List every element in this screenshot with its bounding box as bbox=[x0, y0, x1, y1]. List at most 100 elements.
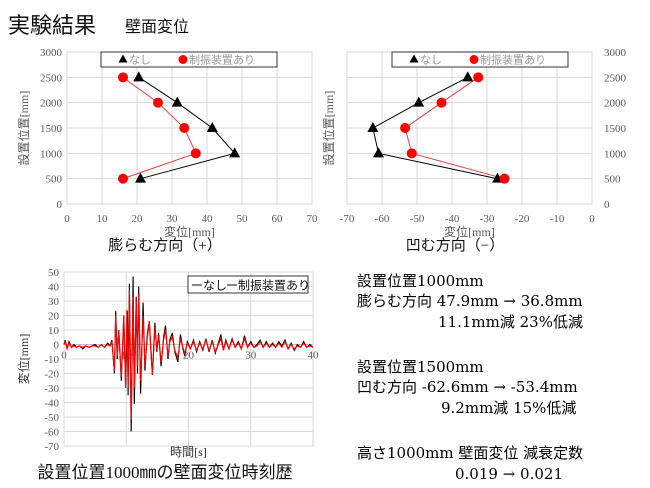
y-tick-label: 40 bbox=[48, 282, 60, 294]
chart-caption: 膨らむ方向（+） bbox=[108, 237, 221, 254]
summary-damping-result: 0.019 → 0.021 bbox=[455, 465, 563, 483]
chart-caption: 設置位置1000㎜の壁面変位時刻歴 bbox=[38, 463, 293, 482]
x-tick-label: 30 bbox=[167, 213, 179, 225]
x-axis-label: 時間[s] bbox=[170, 445, 207, 459]
y-axis-label: 設置位置[mm] bbox=[16, 91, 31, 166]
summary-1500-result: 9.2mm減 15%低減 bbox=[441, 399, 577, 417]
y-tick-label: -60 bbox=[44, 427, 59, 439]
x-tick-label: -20 bbox=[515, 213, 530, 225]
legend-label-none: なし bbox=[129, 54, 151, 67]
slide-subtitle: 壁面変位 bbox=[125, 17, 190, 36]
y-tick-label: 1500 bbox=[40, 123, 63, 135]
y-tick-label: 500 bbox=[604, 174, 621, 186]
data-point-damper bbox=[473, 72, 484, 83]
y-tick-label: -20 bbox=[44, 369, 59, 381]
y-tick-label: -50 bbox=[44, 412, 59, 424]
y-tick-label: 3000 bbox=[40, 47, 63, 59]
slide-title: 実験結果 bbox=[8, 14, 97, 39]
summary-damping-heading: 高さ1000mm 壁面変位 減衰定数 bbox=[357, 444, 584, 462]
data-point-none bbox=[133, 71, 145, 82]
series-line-damper bbox=[63, 289, 314, 420]
data-point-none bbox=[171, 96, 183, 107]
x-tick-label: 20 bbox=[132, 213, 144, 225]
x-tick-label: 20 bbox=[183, 350, 195, 362]
data-point-none bbox=[135, 172, 146, 183]
y-tick-label: 0 bbox=[54, 340, 60, 352]
y-tick-label: 1000 bbox=[40, 148, 63, 160]
data-point-damper bbox=[118, 173, 128, 184]
x-tick-label: 70 bbox=[307, 213, 319, 225]
legend-label-damper: 制振装置あり bbox=[480, 53, 546, 67]
x-axis-label: 変位[mm] bbox=[164, 224, 215, 239]
data-point-damper bbox=[436, 97, 447, 108]
x-tick-label: -60 bbox=[375, 213, 390, 225]
legend-marker-circle-icon bbox=[178, 55, 188, 64]
y-tick-label: 2000 bbox=[604, 98, 627, 110]
chart-caption: 凹む方向（−） bbox=[406, 237, 504, 254]
x-tick-label: 60 bbox=[272, 213, 284, 225]
x-tick-label: -70 bbox=[340, 213, 355, 225]
y-tick-label: -30 bbox=[44, 383, 59, 395]
data-point-none bbox=[413, 96, 425, 107]
y-tick-label: -10 bbox=[44, 354, 59, 366]
legend-label-none: ーなし bbox=[191, 279, 227, 293]
data-point-none bbox=[373, 147, 384, 158]
y-tick-label: 1000 bbox=[604, 148, 627, 160]
data-point-none bbox=[229, 147, 241, 158]
data-point-none bbox=[462, 71, 474, 82]
x-tick-label: 10 bbox=[97, 213, 109, 225]
x-tick-label: 40 bbox=[202, 213, 214, 225]
x-tick-label: -30 bbox=[480, 213, 495, 225]
y-tick-label: -40 bbox=[44, 398, 59, 410]
summary-1000-heading: 設置位置1000mm bbox=[357, 272, 484, 290]
data-point-damper bbox=[153, 97, 163, 108]
x-tick-label: -50 bbox=[410, 213, 425, 225]
data-point-none bbox=[367, 122, 379, 132]
legend-label-none: なし bbox=[420, 54, 442, 67]
y-axis-label: 設置位置[mm] bbox=[321, 91, 336, 166]
legend-box bbox=[187, 275, 309, 294]
chart-2: 0 500 1000 1500 2000 2500 3000 -70 -60 -50 -40 -30 -… bbox=[321, 47, 627, 254]
x-tick-label: 50 bbox=[237, 213, 249, 225]
legend-box bbox=[100, 51, 278, 68]
y-tick-label: 500 bbox=[46, 174, 63, 186]
x-tick-label: 0 bbox=[589, 213, 595, 225]
y-tick-label: -70 bbox=[44, 441, 59, 453]
y-tick-label: 2500 bbox=[40, 72, 63, 84]
data-point-damper bbox=[499, 173, 510, 184]
y-tick-label: 50 bbox=[48, 267, 60, 279]
y-tick-label: 3000 bbox=[604, 47, 627, 59]
x-axis-label: 変位[mm] bbox=[444, 224, 495, 239]
legend-marker-triangle-icon bbox=[118, 54, 128, 63]
data-point-damper bbox=[118, 72, 128, 83]
chart-1: 0 500 1000 1500 2000 2500 3000 0 10 20 30 40 50 60 70 変… bbox=[16, 47, 318, 254]
x-tick-label: 30 bbox=[245, 350, 257, 362]
y-tick-label: 2500 bbox=[604, 72, 627, 84]
summary-1000-line: 膨らむ方向 47.9mm → 36.8mm bbox=[357, 292, 583, 310]
data-point-damper bbox=[406, 148, 417, 159]
legend-label-damper: ー制振装置あり bbox=[226, 279, 310, 293]
y-tick-label: 10 bbox=[48, 325, 60, 337]
y-tick-label: 30 bbox=[48, 296, 60, 308]
legend: なし 制振装置あり bbox=[391, 51, 569, 68]
data-point-damper bbox=[190, 148, 201, 159]
y-tick-label: 0 bbox=[57, 199, 63, 211]
data-point-none bbox=[206, 122, 218, 132]
legend-marker-circle-icon bbox=[469, 55, 479, 64]
legend-box bbox=[391, 51, 569, 68]
summary-1500-heading: 設置位置1500mm bbox=[357, 358, 484, 376]
data-point-damper bbox=[400, 123, 411, 133]
legend-label-damper: 制振装置あり bbox=[189, 53, 255, 67]
data-point-damper bbox=[179, 123, 190, 133]
summary-1500-line: 凹む方向 -62.6mm → -53.4mm bbox=[357, 378, 578, 396]
y-tick-label: 0 bbox=[604, 199, 610, 211]
y-tick-label: 2000 bbox=[40, 98, 63, 110]
y-tick-label: 1500 bbox=[604, 123, 627, 135]
x-tick-label: -10 bbox=[550, 213, 565, 225]
legend-marker-triangle-icon bbox=[409, 54, 419, 63]
summary-1000-result: 11.1mm減 23%低減 bbox=[438, 313, 583, 331]
plot-area bbox=[63, 271, 314, 447]
